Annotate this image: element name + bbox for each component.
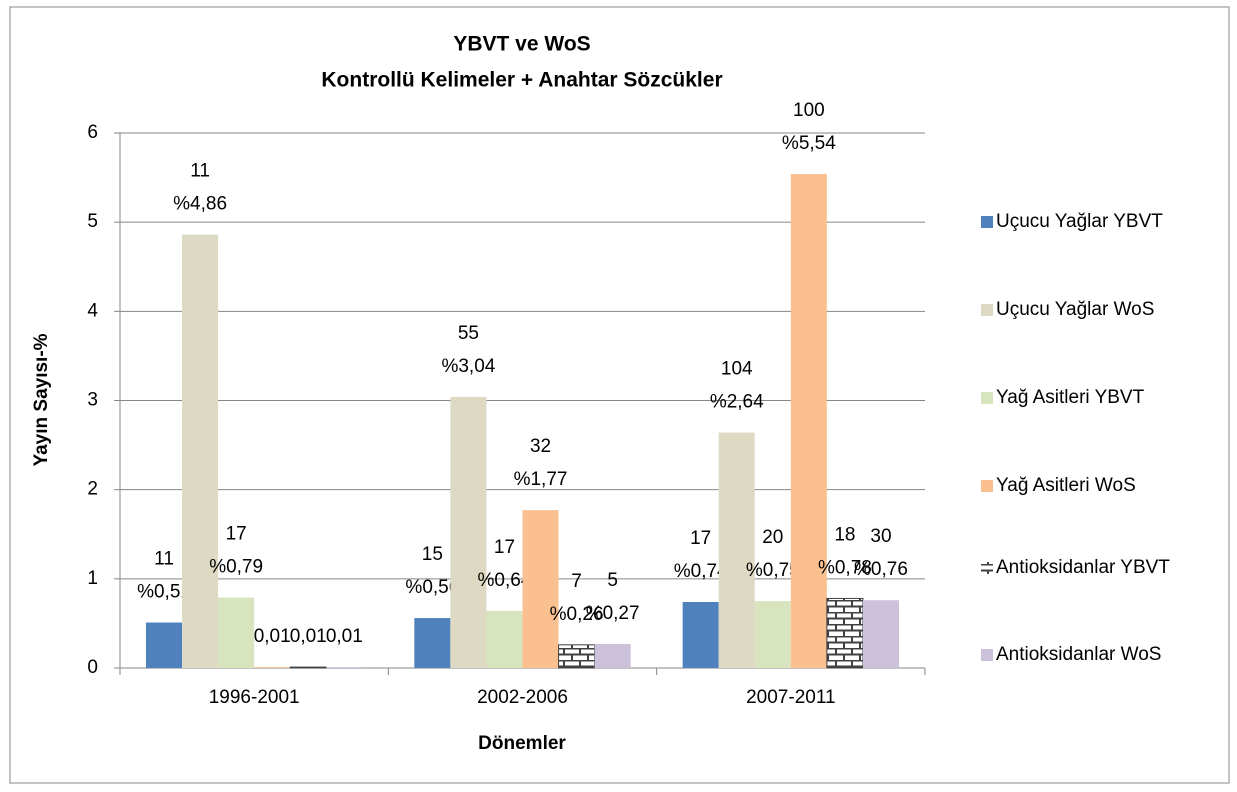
data-count-label: 100 <box>793 100 825 121</box>
y-tick-label: 4 <box>87 300 98 321</box>
data-label: %2,64 <box>710 392 764 413</box>
legend-entry: Uçucu Yağlar YBVT <box>996 211 1163 232</box>
y-axis-label: Yayın Sayısı-% <box>31 333 52 466</box>
chart-subtitle: Kontrollü Kelimeler + Anahtar Sözcükler <box>321 69 722 92</box>
data-count-label: 18 <box>834 524 855 545</box>
bar <box>754 601 791 668</box>
data-count-label: 55 <box>458 323 479 344</box>
bar <box>594 643 631 668</box>
bar <box>558 644 596 669</box>
x-tick-label: 1996-2001 <box>209 687 300 708</box>
data-label: %0,78 <box>818 557 872 578</box>
data-count-label: 17 <box>226 524 247 545</box>
data-count-label: 17 <box>690 528 711 549</box>
data-count-label: 11 <box>154 549 174 570</box>
bar <box>254 667 291 668</box>
data-label: %1,77 <box>514 469 568 490</box>
bar <box>486 610 523 668</box>
data-label: 0,01 <box>254 626 291 647</box>
bar <box>522 510 559 668</box>
bar <box>826 597 864 669</box>
data-count-label: 20 <box>762 527 783 548</box>
data-count-label: 11 <box>190 161 210 182</box>
bar <box>682 602 719 668</box>
data-count-label: 5 <box>607 570 618 591</box>
data-count-label: 7 <box>571 571 582 592</box>
data-count-label: 15 <box>422 544 443 565</box>
bar <box>289 666 327 669</box>
legend-swatch <box>981 562 993 574</box>
legend-entry: Yağ Asitleri YBVT <box>996 387 1145 408</box>
bar <box>718 432 755 668</box>
data-label: %0,74 <box>674 561 728 582</box>
data-label: %0,27 <box>586 603 640 624</box>
data-count-label: 17 <box>494 537 515 558</box>
legend-entry: Yağ Asitleri WoS <box>996 475 1136 496</box>
y-tick-label: 2 <box>87 479 98 500</box>
data-label: %5,54 <box>782 133 836 154</box>
bar <box>414 618 451 668</box>
legend-swatch <box>981 649 993 661</box>
bar <box>182 234 219 668</box>
y-tick-label: 1 <box>87 568 98 589</box>
data-label: %0,26 <box>550 604 604 625</box>
bar <box>862 600 899 668</box>
data-label: 0,01 <box>326 626 363 647</box>
data-label: %0,76 <box>854 559 908 580</box>
data-label: %4,86 <box>173 194 227 215</box>
bar <box>326 667 363 668</box>
data-label: %0,64 <box>478 570 532 591</box>
data-label: %0,56 <box>405 577 459 598</box>
legend-swatch <box>981 304 993 316</box>
data-label: 0,01 <box>290 626 327 647</box>
legend-entry: Antioksidanlar WoS <box>996 644 1162 665</box>
legend-entry: Uçucu Yağlar WoS <box>996 299 1155 320</box>
data-count-label: 32 <box>530 436 551 457</box>
legend-swatch <box>981 392 993 404</box>
chart-title: YBVT ve WoS <box>453 33 590 56</box>
x-tick-label: 2007-2011 <box>746 687 835 708</box>
bar <box>218 597 255 668</box>
y-tick-label: 5 <box>87 211 98 232</box>
y-tick-label: 6 <box>87 122 98 143</box>
y-tick-label: 3 <box>87 390 98 411</box>
legend-swatch <box>981 480 993 492</box>
legend-swatch <box>981 216 993 228</box>
data-count-label: 30 <box>870 526 891 547</box>
bar <box>450 396 487 668</box>
data-label: %0,51 <box>137 582 191 603</box>
bar <box>146 622 183 668</box>
data-label: %3,04 <box>441 356 495 377</box>
y-tick-label: 0 <box>87 657 98 678</box>
legend-entry: Antioksidanlar YBVT <box>996 557 1170 578</box>
data-label: %0,79 <box>209 557 263 578</box>
x-axis-label: Dönemler <box>478 733 566 754</box>
data-count-label: 104 <box>721 359 753 380</box>
bar <box>790 174 827 668</box>
x-tick-label: 2002-2006 <box>477 687 568 708</box>
data-label: %0,75 <box>746 560 800 581</box>
